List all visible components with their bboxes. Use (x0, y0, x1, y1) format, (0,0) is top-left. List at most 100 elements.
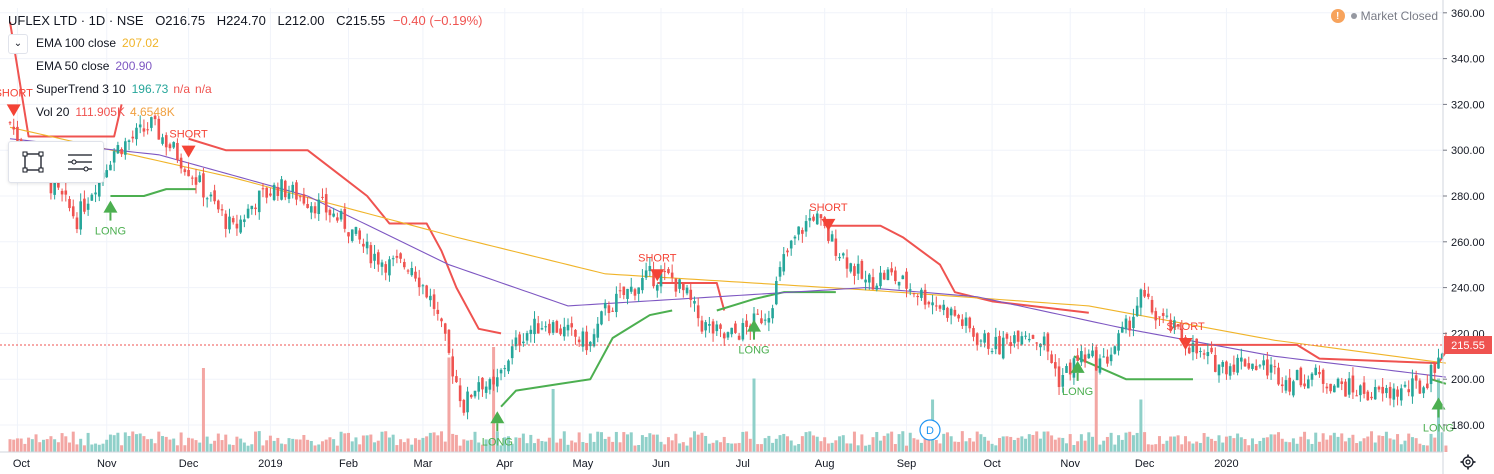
volume-bar (1024, 438, 1028, 452)
volume-bar (1381, 436, 1385, 452)
candle-body (1273, 366, 1277, 368)
indicator-value: 4.6548K (129, 105, 175, 119)
volume-bar (901, 431, 905, 452)
warning-icon: ! (1330, 9, 1345, 23)
candle-body (473, 390, 477, 397)
volume-bar (194, 440, 198, 452)
candle-body (726, 332, 730, 338)
candle-body (447, 329, 451, 353)
candle-body (142, 128, 146, 132)
volume-bar (726, 443, 730, 452)
volume-bar (1340, 433, 1344, 452)
dividend-marker[interactable]: D (919, 419, 941, 441)
volume-bar (224, 434, 228, 452)
lines-tool-button[interactable] (64, 146, 96, 178)
volume-bar (934, 439, 938, 452)
volume-bar (607, 436, 611, 452)
gear-icon[interactable] (1460, 454, 1476, 470)
volume-bar (1317, 441, 1321, 452)
candle-body (1377, 386, 1381, 390)
supertrend-down-line (828, 224, 1089, 314)
candle-body (1306, 379, 1310, 389)
candle-body (641, 278, 644, 291)
volume-bar (774, 438, 778, 452)
volume-bar (1295, 443, 1299, 452)
long-signal-label: LONG (738, 345, 769, 357)
candle-body (373, 253, 376, 261)
volume-bar (86, 432, 90, 452)
market-status[interactable]: ! Market Closed (1330, 9, 1438, 23)
candle-body (1087, 353, 1091, 359)
candle-body (1351, 375, 1355, 393)
candle-body (663, 271, 667, 273)
candle-body (1009, 342, 1012, 347)
volume-bar (942, 433, 946, 452)
candle-body (179, 157, 183, 169)
candle-body (559, 328, 562, 335)
volume-bar (521, 433, 525, 452)
candle-body (611, 310, 614, 312)
supertrend-lines (9, 21, 1447, 408)
volume-bar (231, 444, 235, 452)
candle-body (964, 317, 968, 326)
volume-bar (149, 438, 153, 452)
rectangle-tool-button[interactable] (17, 146, 49, 178)
candle-body (146, 129, 149, 131)
indicator-volume[interactable]: Vol 20 111.905K 4.6548K (8, 101, 483, 124)
volume-bar (1180, 444, 1184, 452)
candle-body (1139, 289, 1143, 308)
candle-body (1437, 357, 1440, 369)
candle-body (131, 136, 135, 139)
candle-body (983, 333, 986, 343)
candle-body (1295, 370, 1299, 381)
candle-body (499, 369, 503, 374)
candle-body (1284, 380, 1288, 391)
volume-bar (968, 438, 972, 452)
volume-bar (696, 434, 700, 452)
volume-bar (399, 439, 403, 452)
y-tick-label: 280.00 (1451, 191, 1485, 203)
candle-body (838, 256, 841, 259)
volume-bar (1403, 440, 1407, 452)
volume-bar (53, 439, 57, 452)
volume-bar (945, 432, 949, 452)
candle-body (555, 321, 559, 333)
indicator-value: 200.90 (115, 59, 153, 73)
volume-bar (458, 445, 462, 452)
symbol-title[interactable]: UFLEX LTD · 1D · NSE (8, 13, 144, 28)
volume-bar (1277, 432, 1281, 452)
candle-body (12, 126, 16, 130)
candle-body (1221, 362, 1225, 367)
volume-bar (1396, 434, 1400, 452)
indicator-supertrend[interactable]: SuperTrend 3 10 196.73 n/a n/a (8, 78, 483, 101)
chart-legend: UFLEX LTD · 1D · NSE O216.75 H224.70 L21… (8, 9, 483, 124)
candle-body (243, 219, 246, 222)
chevron-down-icon[interactable]: ⌄ (8, 33, 28, 54)
volume-bar (1269, 434, 1273, 452)
volume-bar (890, 431, 894, 452)
candle-body (626, 288, 629, 299)
candle-body (923, 289, 927, 305)
indicator-ema50[interactable]: EMA 50 close 200.90 (8, 55, 483, 78)
indicator-ema100[interactable]: ⌄ EMA 100 close 207.02 (8, 32, 483, 55)
candle-body (674, 278, 678, 292)
drawing-toolbar (8, 141, 104, 183)
volume-bar (845, 443, 849, 452)
candle-body (1344, 381, 1347, 397)
candle-body (16, 126, 19, 141)
volume-bar (1425, 445, 1429, 452)
volume-bar (1128, 431, 1132, 452)
candle-body (830, 234, 834, 242)
candle-body (458, 385, 462, 402)
volume-bar (298, 439, 302, 452)
symbol-header[interactable]: UFLEX LTD · 1D · NSE O216.75 H224.70 L21… (8, 9, 483, 32)
volume-bar (741, 431, 745, 452)
volume-bar (138, 433, 142, 452)
volume-bar (268, 435, 272, 452)
volume-bar (1418, 443, 1422, 452)
volume-bar (692, 431, 696, 452)
volume-bar (276, 437, 280, 452)
candle-body (908, 289, 912, 291)
candle-body (466, 391, 469, 413)
